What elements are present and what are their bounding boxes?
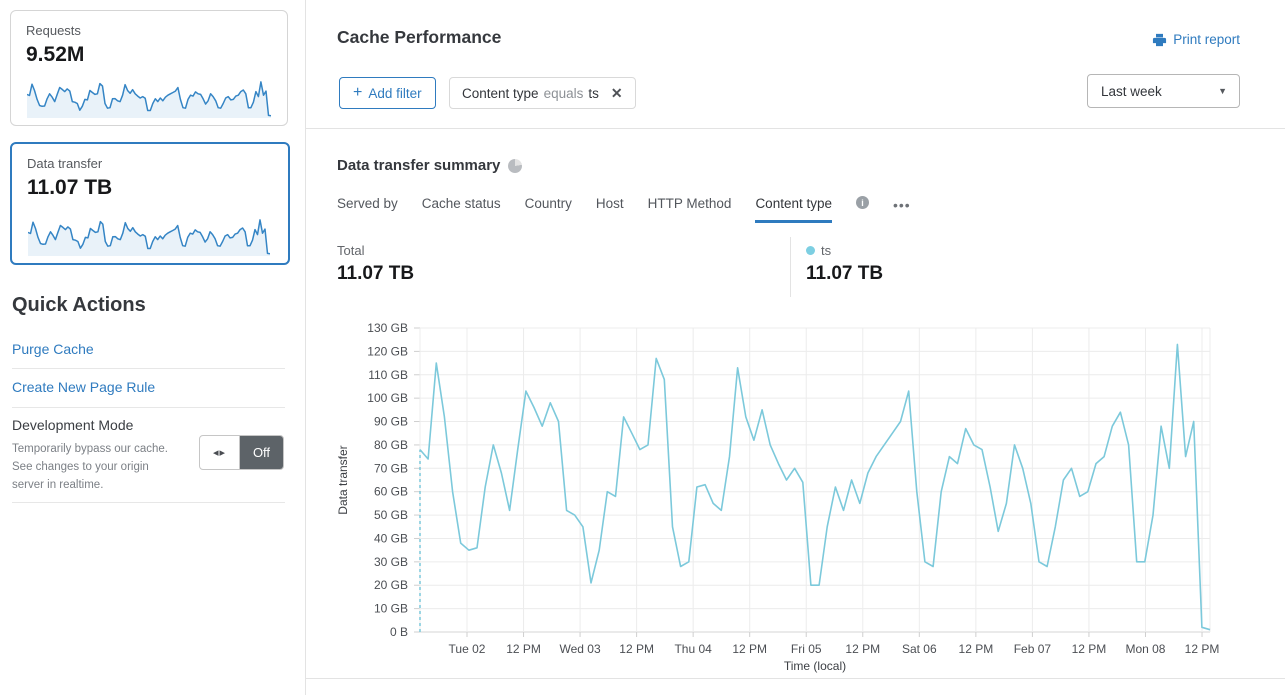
svg-text:12 PM: 12 PM [1072,642,1107,656]
svg-text:12 PM: 12 PM [845,642,880,656]
development-mode-title: Development Mode [12,417,134,433]
more-options-icon[interactable]: ••• [893,197,911,213]
svg-text:12 PM: 12 PM [1185,642,1220,656]
tab-country[interactable]: Country [524,196,572,211]
remove-filter-icon[interactable]: ✕ [610,84,623,101]
metrics-divider [790,237,791,297]
svg-text:130 GB: 130 GB [367,321,408,335]
add-filter-label: Add filter [368,85,422,101]
time-range-value: Last week [1101,83,1162,99]
data-transfer-label: Data transfer [27,156,103,171]
divider [12,502,285,503]
requests-sparkline [27,81,271,118]
info-icon[interactable]: i [856,196,869,209]
svg-text:100 GB: 100 GB [367,391,408,405]
svg-text:Feb 07: Feb 07 [1014,642,1052,656]
pie-chart-icon [508,158,523,173]
divider [12,368,285,369]
svg-text:Data transfer: Data transfer [336,445,350,514]
svg-text:110 GB: 110 GB [368,368,408,382]
time-range-select[interactable]: Last week ▼ [1087,74,1240,108]
svg-text:12 PM: 12 PM [959,642,994,656]
svg-text:Tue 02: Tue 02 [449,642,486,656]
svg-text:50 GB: 50 GB [374,508,408,522]
svg-text:60 GB: 60 GB [374,485,408,499]
plus-icon: + [353,84,363,101]
print-report-label: Print report [1173,32,1240,47]
svg-text:40 GB: 40 GB [374,531,408,545]
series-name: ts [821,243,832,258]
requests-metric-card[interactable]: Requests 9.52M [10,10,288,126]
filter-field: Content type [462,85,539,101]
svg-text:12 PM: 12 PM [619,642,654,656]
quick-actions-title: Quick Actions [12,294,146,316]
header-divider [306,128,1285,129]
print-report-link[interactable]: Print report [1152,32,1240,47]
create-page-rule-link[interactable]: Create New Page Rule [12,379,156,395]
svg-text:Fri 05: Fri 05 [791,642,822,656]
series-legend: ts [806,243,831,258]
svg-text:70 GB: 70 GB [374,461,408,475]
filter-value: ts [588,85,599,101]
tab-host[interactable]: Host [595,196,624,211]
data-transfer-metric-card[interactable]: Data transfer 11.07 TB [10,142,290,265]
toggle-off-label: Off [240,436,283,469]
add-filter-button[interactable]: + Add filter [339,77,436,109]
purge-cache-link[interactable]: Purge Cache [12,341,94,357]
svg-text:Mon 08: Mon 08 [1125,642,1165,656]
svg-text:Time (local): Time (local) [784,659,846,673]
legend-dot-icon [806,246,815,255]
svg-text:Sat 06: Sat 06 [902,642,937,656]
filter-operator: equals [543,85,584,101]
requests-value: 9.52M [26,43,85,66]
development-mode-toggle[interactable]: ◂▸ Off [199,435,284,470]
tab-content-type[interactable]: Content type [755,196,832,223]
chevron-down-icon: ▼ [1218,86,1227,96]
data-transfer-value: 11.07 TB [27,176,113,199]
bottom-divider [306,678,1285,679]
svg-text:120 GB: 120 GB [367,344,408,358]
analytics-sidebar: Requests 9.52M Data transfer 11.07 TB Qu… [0,0,306,695]
page-title: Cache Performance [337,27,502,47]
summary-section-title: Data transfer summary [337,157,523,174]
svg-text:0 B: 0 B [390,625,408,639]
svg-text:12 PM: 12 PM [732,642,767,656]
requests-label: Requests [26,23,81,38]
development-mode-description: Temporarily bypass our cache. See change… [12,443,168,491]
divider [12,407,285,408]
printer-icon [1153,33,1167,46]
filter-chip-content-type[interactable]: Content type equals ts ✕ [449,77,636,109]
toggle-arrows-icon: ◂▸ [200,436,240,469]
data-transfer-sparkline [28,219,270,256]
svg-text:30 GB: 30 GB [374,555,408,569]
total-label: Total [337,243,365,258]
svg-text:20 GB: 20 GB [374,578,408,592]
dimension-tabs: Served by Cache status Country Host HTTP… [337,196,911,223]
tab-cache-status[interactable]: Cache status [421,196,501,211]
svg-text:80 GB: 80 GB [374,438,408,452]
svg-text:Wed 03: Wed 03 [560,642,601,656]
total-value: 11.07 TB [337,263,415,284]
ts-series-line [419,343,1211,631]
data-transfer-chart: 0 B 10 GB 20 GB 30 GB 40 GB 50 GB 60 GB 70 GB 80… [336,321,1220,673]
svg-text:90 GB: 90 GB [374,415,408,429]
tab-http-method[interactable]: HTTP Method [647,196,732,211]
summary-title-text: Data transfer summary [337,157,501,174]
svg-text:12 PM: 12 PM [506,642,541,656]
svg-text:Thu 04: Thu 04 [674,642,712,656]
tab-served-by[interactable]: Served by [337,196,398,211]
series-value: 11.07 TB [806,263,884,284]
svg-text:10 GB: 10 GB [374,602,408,616]
main-content: Cache Performance Print report + Add fil… [306,0,1285,695]
